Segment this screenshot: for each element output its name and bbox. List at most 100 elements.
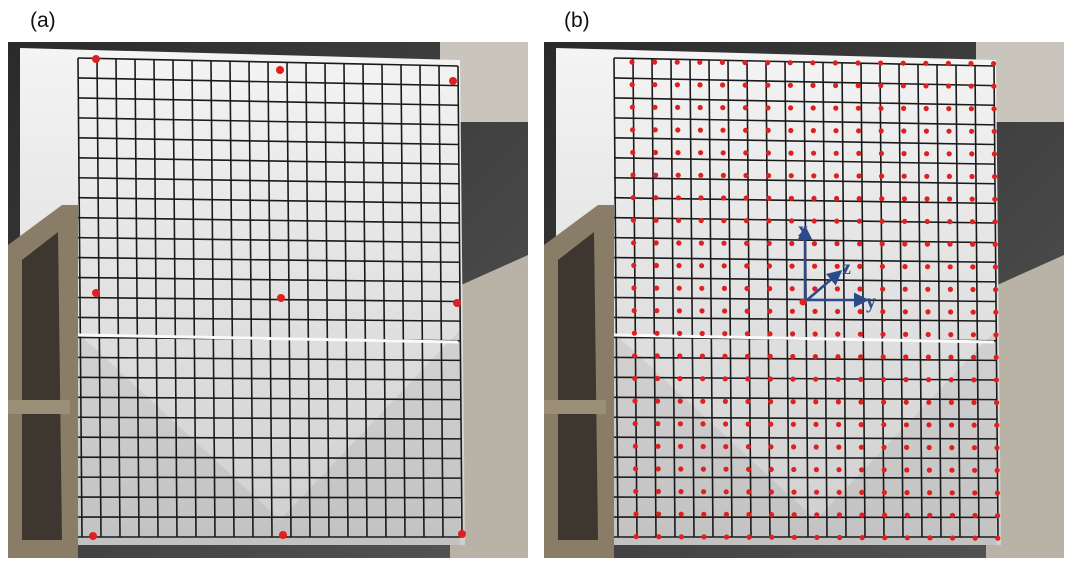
corner-point bbox=[742, 82, 748, 88]
wood-bar bbox=[544, 400, 606, 414]
corner-point bbox=[744, 308, 750, 314]
corner-point bbox=[723, 489, 729, 495]
corner-point bbox=[923, 105, 929, 112]
corner-point bbox=[745, 398, 751, 405]
corner-point bbox=[697, 82, 703, 88]
corner-point bbox=[992, 264, 998, 270]
corner-point bbox=[631, 330, 637, 336]
corner-point bbox=[855, 60, 861, 66]
corner-point bbox=[656, 511, 662, 517]
corner-point bbox=[858, 422, 864, 428]
corner-point bbox=[926, 422, 932, 428]
corner-point bbox=[697, 59, 703, 65]
grid-line bbox=[77, 256, 460, 264]
corner-point bbox=[880, 286, 886, 292]
grid-line bbox=[77, 396, 461, 401]
grid-line bbox=[77, 376, 461, 381]
corner-point bbox=[697, 127, 703, 133]
corner-point bbox=[787, 82, 793, 88]
corner-point bbox=[992, 174, 998, 180]
corner-point bbox=[992, 241, 998, 247]
corner-point bbox=[630, 172, 636, 178]
corner-point bbox=[923, 128, 929, 134]
corner-point bbox=[901, 105, 907, 111]
corner-point bbox=[948, 399, 954, 405]
corner-point bbox=[813, 376, 819, 382]
corner-point bbox=[835, 331, 841, 337]
corner-point bbox=[746, 534, 752, 540]
corner-point bbox=[946, 106, 952, 112]
grid-line bbox=[613, 416, 998, 421]
axis-label: x bbox=[798, 219, 808, 241]
corner-point bbox=[813, 399, 819, 405]
corner-point bbox=[969, 196, 975, 202]
corner-point bbox=[790, 353, 796, 360]
corner-point bbox=[859, 535, 865, 541]
corner-point bbox=[970, 264, 976, 270]
corner-point bbox=[948, 309, 954, 315]
corner-point bbox=[859, 467, 865, 473]
corner-point bbox=[835, 354, 841, 360]
corner-point bbox=[857, 241, 863, 247]
corner-point bbox=[675, 195, 681, 201]
corner-point bbox=[972, 467, 978, 473]
grid-line bbox=[77, 57, 459, 67]
corner-point bbox=[994, 400, 1000, 406]
corner-point bbox=[901, 173, 907, 179]
corner-point bbox=[700, 443, 706, 450]
corner-point bbox=[856, 218, 862, 224]
corner-point bbox=[856, 128, 862, 134]
corner-point bbox=[901, 196, 907, 202]
corner-point bbox=[925, 331, 931, 338]
corner-point bbox=[948, 332, 954, 338]
corner-point bbox=[678, 489, 684, 495]
corner-point bbox=[767, 376, 773, 382]
corner-point bbox=[812, 354, 818, 360]
corner-point bbox=[904, 490, 910, 496]
corner-point bbox=[832, 60, 838, 66]
corner-point bbox=[859, 512, 865, 518]
corner-point bbox=[632, 353, 638, 359]
corner-point bbox=[810, 60, 816, 66]
corner-point bbox=[945, 60, 951, 66]
corner-point bbox=[768, 466, 774, 472]
corner-point bbox=[969, 128, 975, 134]
control-point bbox=[277, 294, 285, 302]
corner-point bbox=[812, 331, 818, 337]
corner-point bbox=[814, 534, 820, 541]
corner-point bbox=[948, 354, 954, 360]
corner-point bbox=[879, 241, 885, 247]
corner-point bbox=[789, 263, 795, 269]
corner-point bbox=[767, 286, 773, 292]
corner-point bbox=[765, 150, 771, 156]
corner-point bbox=[813, 421, 819, 427]
shadow bbox=[75, 330, 460, 545]
grid-line bbox=[613, 176, 996, 185]
grid-line bbox=[613, 156, 995, 165]
corner-point bbox=[677, 376, 683, 382]
grid-line bbox=[77, 276, 460, 283]
corner-point bbox=[858, 444, 864, 450]
z-arrow bbox=[806, 270, 843, 301]
seam bbox=[613, 333, 995, 344]
corner-point bbox=[949, 445, 955, 451]
corner-point bbox=[765, 105, 771, 111]
corner-point bbox=[744, 331, 750, 337]
corner-point bbox=[698, 240, 704, 246]
grid-line bbox=[77, 476, 462, 479]
corner-point bbox=[721, 263, 727, 269]
corner-point bbox=[880, 309, 886, 315]
corner-point bbox=[697, 104, 703, 111]
corner-point bbox=[991, 106, 997, 112]
corner-point bbox=[767, 331, 773, 337]
corner-point bbox=[769, 534, 775, 540]
corner-point bbox=[632, 443, 638, 449]
corner-point bbox=[629, 59, 635, 65]
panel-label: (a) bbox=[30, 9, 56, 32]
corner-point bbox=[972, 512, 978, 519]
corner-point bbox=[789, 218, 795, 224]
corner-point bbox=[678, 534, 684, 540]
corner-point bbox=[836, 512, 842, 518]
corner-point bbox=[788, 105, 794, 111]
